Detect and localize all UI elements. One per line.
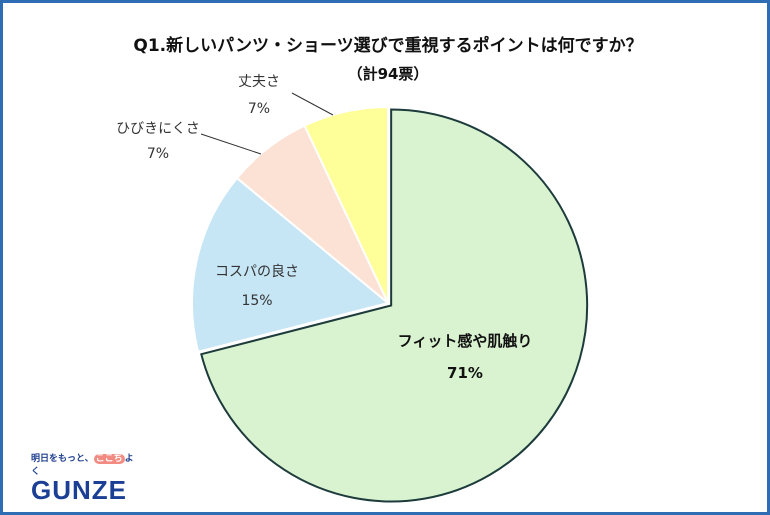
pie-chart: フィット感や肌触り 71% コスパの良さ 15% ひびきにくさ 7% 丈夫さ 7… [116,74,589,503]
tagline-heart: ここち [93,454,125,464]
tagline-pre: 明日をもっと、 [31,454,94,464]
leader-line-no-show [200,133,262,155]
slice-value-fit: 71% [447,364,483,382]
pie-slice-fit [200,108,589,503]
slice-value-no-show: 7% [147,146,169,162]
chart-subtitle: （計94票） [347,65,429,83]
slice-label-no-show: ひびきにくさ [116,121,200,137]
tagline-post: よく [31,454,134,477]
gunze-logo: 明日をもっと、 ここち よく GUNZE [31,451,141,503]
slice-label-durability: 丈夫さ [238,74,280,90]
logo-tagline: 明日をもっと、 ここち よく [31,451,141,477]
pie-slice-durability [303,105,389,304]
slice-label-fit: フィット感や肌触り [398,332,533,350]
logo-brand: GUNZE [31,475,127,505]
slice-value-cost: 15% [241,293,272,309]
slice-label-cost: コスパの良さ [215,264,299,280]
leader-line-durability [291,92,334,116]
chart-title: Q1.新しいパンツ・ショーツ選びで重視するポイントは何ですか？ [133,36,643,56]
pie-slice-cost [191,176,391,353]
slice-value-durability: 7% [248,101,270,117]
